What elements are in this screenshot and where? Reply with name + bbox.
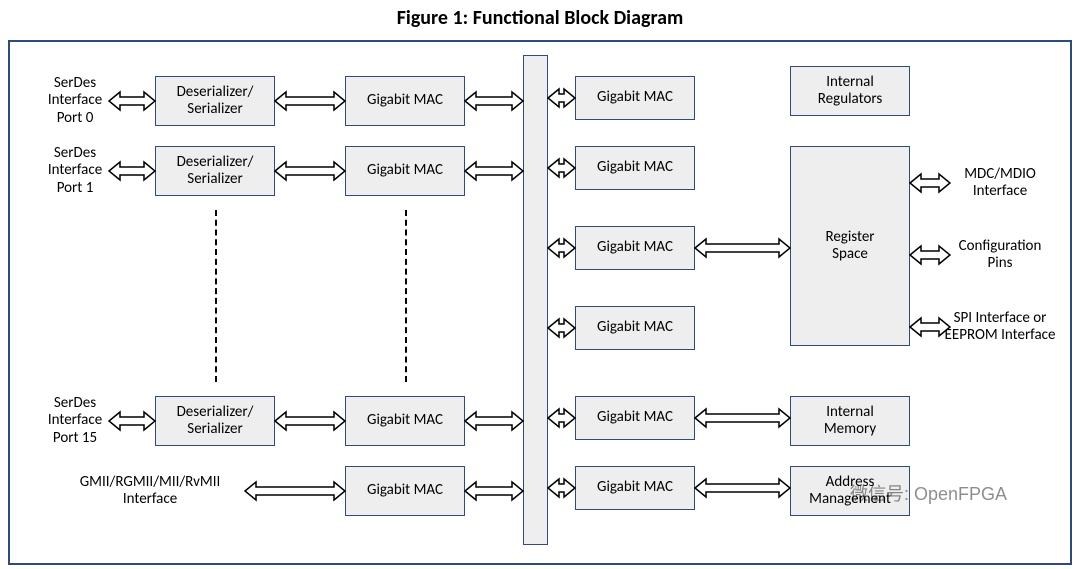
bidir-arrow bbox=[548, 239, 575, 257]
bidir-arrow bbox=[465, 412, 523, 430]
label-gmii: GMII/RGMII/MII/RvMIIInterface bbox=[80, 474, 221, 509]
bidir-arrow bbox=[548, 409, 575, 427]
bidir-arrow bbox=[548, 319, 575, 337]
figure-title: Figure 1: Functional Block Diagram bbox=[0, 6, 1080, 30]
bidir-arrow bbox=[548, 479, 575, 497]
block-gmac1: Gigabit MAC bbox=[345, 146, 465, 196]
bidir-arrow bbox=[465, 162, 523, 180]
block-deser1: Deserializer/Serializer bbox=[155, 146, 275, 196]
label-spi: SPI Interface orEEPROM Interface bbox=[945, 310, 1056, 345]
bidir-arrow bbox=[548, 89, 575, 107]
block-rmac3: Gigabit MAC bbox=[575, 306, 695, 350]
bidir-arrow bbox=[548, 159, 575, 177]
vertical-ellipsis bbox=[215, 210, 217, 382]
bidir-arrow bbox=[275, 162, 345, 180]
bidir-arrow bbox=[275, 92, 345, 110]
bidir-arrow bbox=[695, 409, 790, 427]
block-intmem: InternalMemory bbox=[790, 396, 910, 446]
block-rmac2: Gigabit MAC bbox=[575, 226, 695, 270]
block-intreg: InternalRegulators bbox=[790, 66, 910, 116]
block-deser15: Deserializer/Serializer bbox=[155, 396, 275, 446]
bidir-arrow bbox=[245, 482, 345, 500]
bidir-arrow bbox=[695, 479, 790, 497]
label-cfg: ConfigurationPins bbox=[959, 238, 1042, 273]
vertical-ellipsis bbox=[405, 210, 407, 382]
watermark-text: 微信号: OpenFPGA bbox=[850, 480, 1007, 506]
block-gmac16: Gigabit MAC bbox=[345, 466, 465, 516]
block-gmac0: Gigabit MAC bbox=[345, 76, 465, 126]
label-mdc: MDC/MDIOInterface bbox=[964, 166, 1036, 201]
label-port1: SerDesInterfacePort 1 bbox=[48, 145, 102, 197]
block-rmac1: Gigabit MAC bbox=[575, 146, 695, 190]
label-port0: SerDesInterfacePort 0 bbox=[48, 75, 102, 127]
bidir-arrow bbox=[109, 92, 155, 110]
bidir-arrow bbox=[910, 174, 950, 192]
block-rmac0: Gigabit MAC bbox=[575, 76, 695, 120]
block-big bbox=[523, 55, 548, 545]
bidir-arrow bbox=[109, 412, 155, 430]
label-port15: SerDesInterfacePort 15 bbox=[48, 395, 102, 447]
bidir-arrow bbox=[910, 318, 950, 336]
bidir-arrow bbox=[109, 162, 155, 180]
block-deser0: Deserializer/Serializer bbox=[155, 76, 275, 126]
bidir-arrow bbox=[465, 482, 523, 500]
block-rmac4: Gigabit MAC bbox=[575, 396, 695, 440]
bidir-arrow bbox=[275, 412, 345, 430]
block-gmac15: Gigabit MAC bbox=[345, 396, 465, 446]
bidir-arrow bbox=[465, 92, 523, 110]
bidir-arrow bbox=[910, 246, 950, 264]
bidir-arrow bbox=[695, 239, 790, 257]
block-rmac5: Gigabit MAC bbox=[575, 466, 695, 510]
block-regspace: RegisterSpace bbox=[790, 146, 910, 346]
